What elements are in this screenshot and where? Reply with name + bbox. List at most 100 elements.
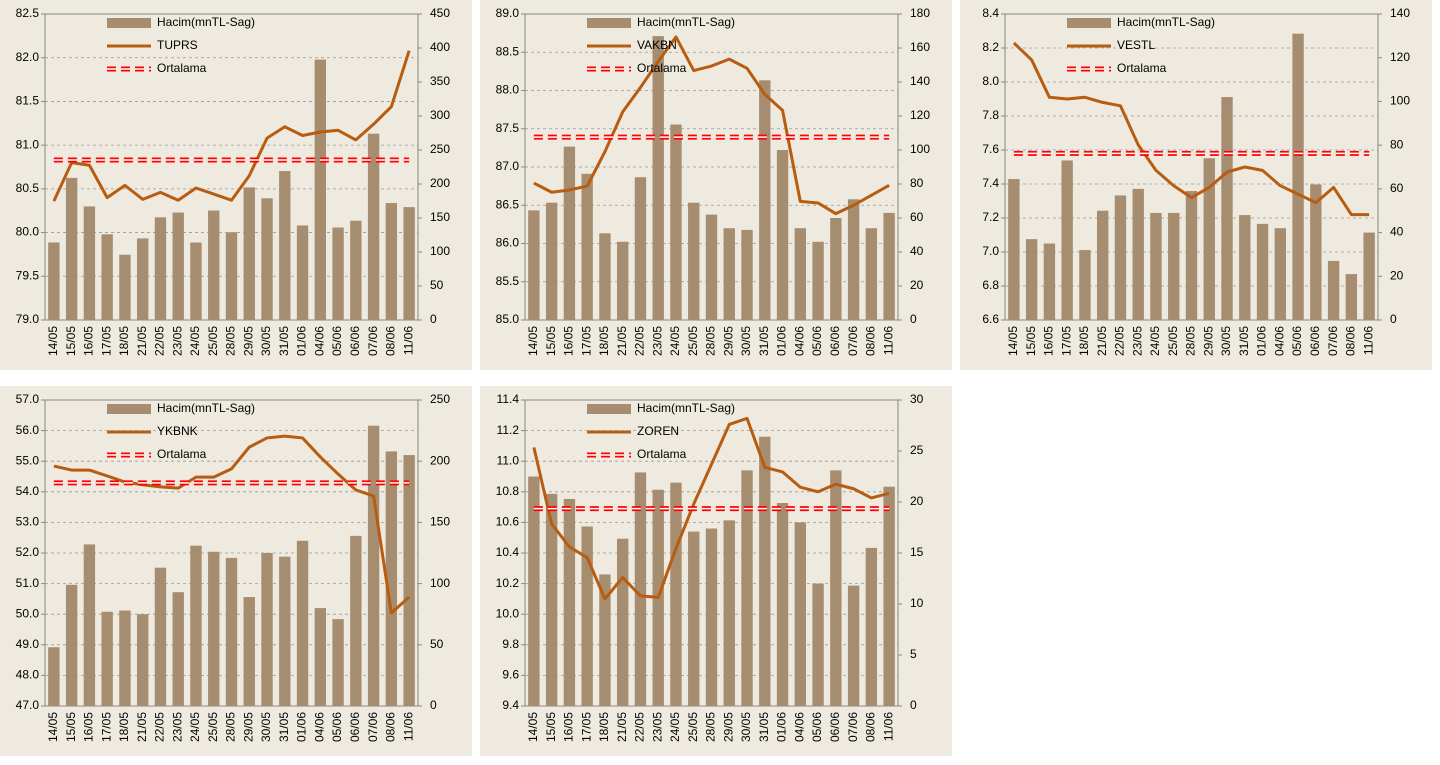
x-tick-label: 22/05 [153, 326, 167, 356]
y2-tick-label: 50 [430, 637, 444, 651]
x-tick-label: 16/05 [1042, 326, 1056, 356]
x-tick-label: 18/05 [1077, 326, 1091, 356]
x-tick-label: 18/05 [117, 712, 131, 742]
legend-label: ZOREN [637, 424, 679, 438]
volume-bar [190, 242, 202, 320]
legend-label: YKBNK [157, 424, 198, 438]
volume-bar [723, 228, 735, 320]
y2-tick-label: 180 [910, 6, 930, 20]
y-tick-label: 7.0 [982, 244, 999, 258]
x-tick-label: 31/05 [277, 326, 291, 356]
chart-panel: 9.4 9.6 9.8 10.0 10.2 10.4 10.6 10.8 11.0 11.2 11.… [480, 386, 952, 756]
y2-tick-label: 300 [430, 108, 450, 122]
volume-bar [1310, 184, 1322, 320]
y2-tick-label: 120 [1390, 50, 1410, 64]
x-tick-label: 24/05 [188, 326, 202, 356]
y2-tick-label: 200 [430, 453, 450, 467]
x-tick-label: 05/06 [810, 712, 824, 742]
y2-tick-label: 100 [910, 142, 930, 156]
x-tick-label: 07/06 [846, 712, 860, 742]
x-tick-label: 15/05 [544, 326, 558, 356]
x-tick-label: 29/05 [241, 326, 255, 356]
legend-swatch [587, 18, 631, 28]
volume-bar [723, 520, 735, 706]
volume-bar [314, 608, 326, 706]
legend-label: Hacim(mnTL-Sag) [157, 401, 255, 415]
y-tick-label: 87.5 [496, 121, 520, 135]
volume-bar [670, 482, 682, 706]
volume-bar [367, 133, 380, 320]
volume-bar [705, 214, 718, 320]
legend-label: VAKBN [637, 38, 677, 52]
y2-tick-label: 120 [910, 108, 930, 122]
volume-bar [350, 535, 362, 706]
x-tick-label: 05/06 [810, 326, 824, 356]
volume-bar [172, 212, 184, 320]
x-tick-label: 16/05 [562, 712, 576, 742]
y-tick-label: 9.8 [502, 637, 519, 651]
x-tick-label: 31/05 [757, 712, 771, 742]
x-tick-label: 05/06 [1290, 326, 1304, 356]
x-tick-label: 11/06 [401, 326, 415, 355]
y-tick-label: 55.0 [16, 453, 40, 467]
y2-tick-label: 0 [910, 698, 917, 712]
volume-bar [652, 36, 664, 320]
x-tick-label: 05/06 [330, 326, 344, 356]
x-tick-label: 28/05 [224, 326, 238, 356]
x-tick-label: 15/05 [1024, 326, 1038, 356]
x-tick-label: 30/05 [739, 326, 753, 356]
x-tick-label: 24/05 [668, 712, 682, 742]
volume-bar [314, 59, 326, 321]
x-tick-label: 23/05 [650, 712, 664, 742]
legend-label: Hacim(mnTL-Sag) [637, 401, 735, 415]
volume-bar [1274, 228, 1286, 320]
volume-bar [581, 526, 593, 706]
x-tick-label: 11/06 [1361, 326, 1375, 355]
volume-bar [1150, 212, 1162, 320]
x-tick-label: 28/05 [1184, 326, 1198, 356]
y2-tick-label: 50 [430, 278, 444, 292]
x-tick-label: 21/05 [615, 326, 629, 356]
y-tick-label: 8.4 [982, 6, 999, 20]
x-tick-label: 24/05 [1148, 326, 1162, 356]
y2-tick-label: 15 [910, 545, 924, 559]
y-tick-label: 11.0 [497, 453, 520, 467]
x-tick-label: 23/05 [650, 326, 664, 356]
x-tick-label: 08/06 [384, 326, 398, 356]
volume-bar [225, 557, 238, 706]
x-tick-label: 14/05 [46, 712, 60, 742]
x-tick-label: 31/05 [277, 712, 291, 742]
legend-label: Ortalama [637, 61, 687, 75]
volume-bar [599, 574, 611, 706]
y2-tick-label: 200 [430, 176, 450, 190]
x-tick-label: 05/06 [330, 712, 344, 742]
x-tick-label: 16/05 [562, 326, 576, 356]
x-tick-label: 17/05 [1059, 326, 1073, 356]
legend-label: Hacim(mnTL-Sag) [1117, 15, 1215, 29]
x-tick-label: 01/06 [295, 326, 309, 356]
volume-bar [403, 455, 415, 706]
chart-panel: 47.0 48.0 49.0 50.0 51.0 52.0 53.0 54.0 55.0 56.0… [0, 386, 472, 756]
x-tick-label: 30/05 [259, 712, 273, 742]
volume-bar [883, 212, 895, 320]
x-tick-label: 31/05 [1237, 326, 1251, 356]
x-tick-label: 11/06 [881, 326, 895, 355]
legend-swatch [1067, 18, 1111, 28]
y-tick-label: 49.0 [16, 637, 40, 651]
x-tick-label: 21/05 [1095, 326, 1109, 356]
volume-bar [48, 647, 60, 706]
x-tick-label: 08/06 [864, 326, 878, 356]
y2-tick-label: 250 [430, 142, 450, 156]
y2-tick-label: 140 [1390, 6, 1410, 20]
volume-bar [154, 217, 167, 320]
volume-bar [545, 493, 558, 706]
legend-label: TUPRS [157, 38, 198, 52]
legend-label: Ortalama [157, 61, 207, 75]
y2-tick-label: 5 [910, 647, 917, 661]
x-tick-label: 16/05 [82, 712, 96, 742]
x-tick-label: 15/05 [64, 326, 78, 356]
y-tick-label: 80.0 [16, 225, 40, 239]
y-tick-label: 53.0 [16, 515, 40, 529]
x-tick-label: 29/05 [721, 326, 735, 356]
y-tick-label: 6.6 [982, 312, 999, 326]
